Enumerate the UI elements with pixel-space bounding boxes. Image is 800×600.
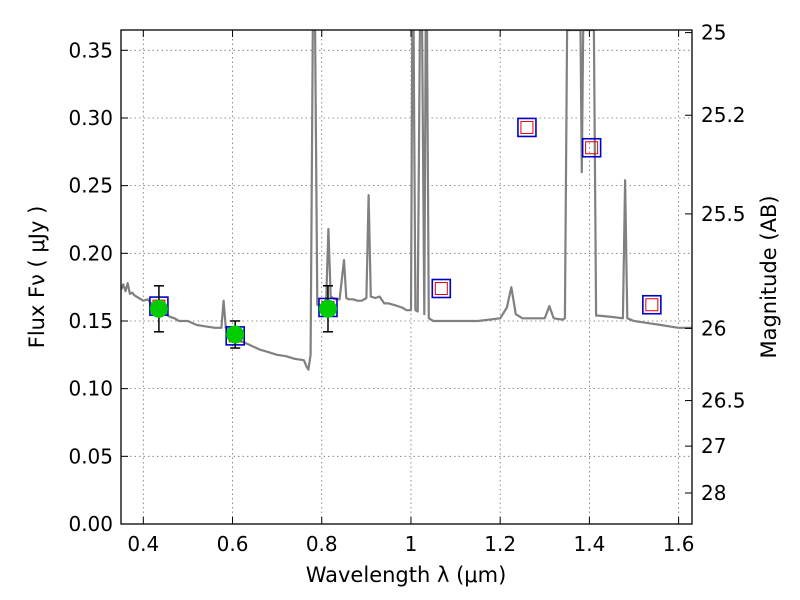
mag-tick-label: 27 <box>701 434 726 458</box>
observed-flux-point <box>149 299 168 318</box>
y-tick-label: 0.30 <box>68 106 113 130</box>
x-tick-label: 0.8 <box>306 532 338 556</box>
mag-tick-label: 26.5 <box>701 389 746 413</box>
plot-frame <box>120 29 693 525</box>
x-tick-label: 1.4 <box>573 532 605 556</box>
y-axis-title: Flux Fν ( μJy ) <box>25 206 49 349</box>
y-tick-label: 0.10 <box>68 377 113 401</box>
x-tick-label: 1 <box>405 532 418 556</box>
mag-tick-label: 25.2 <box>701 103 746 127</box>
observed-flux-point <box>318 299 337 318</box>
grid <box>121 30 692 525</box>
y-tick-label: 0.35 <box>68 38 113 62</box>
model-sed-layer <box>121 30 692 371</box>
x-tick-label: 0.6 <box>217 532 249 556</box>
y-tick-label: 0.25 <box>68 174 113 198</box>
model-flux-inner-square <box>434 282 448 296</box>
ticks <box>121 30 692 525</box>
photometry-layer <box>149 117 662 349</box>
model-flux-square <box>431 278 452 299</box>
y-tick-label: 0.05 <box>68 444 113 468</box>
tick-labels: 0.4 0.6 0.8 1 1.2 1.4 1.6 0.00 0.05 0.10 0.15 0.20 0… <box>68 21 745 556</box>
model-sed-line <box>121 30 692 371</box>
x-axis-title: Wavelength λ (μm) <box>306 563 507 587</box>
y-tick-label: 0.15 <box>68 309 113 333</box>
model-flux-inner-square <box>645 298 659 312</box>
x-tick-label: 1.6 <box>663 532 695 556</box>
y-tick-label: 0.00 <box>68 512 113 536</box>
model-flux-square <box>581 137 602 158</box>
model-flux-inner-square <box>520 120 534 134</box>
model-flux-inner-square <box>585 141 599 155</box>
mag-tick-label: 28 <box>701 481 726 505</box>
y-tick-label: 0.20 <box>68 241 113 265</box>
x-tick-label: 0.4 <box>127 532 159 556</box>
mag-tick-label: 25 <box>701 21 726 45</box>
model-flux-square <box>642 294 662 315</box>
model-flux-square <box>517 117 537 138</box>
mag-tick-label: 25.5 <box>701 202 746 226</box>
mag-tick-label: 26 <box>701 316 726 340</box>
x-tick-label: 1.2 <box>484 532 516 556</box>
observed-flux-point <box>226 325 245 344</box>
y2-axis-title: Magnitude (AB) <box>757 195 781 358</box>
